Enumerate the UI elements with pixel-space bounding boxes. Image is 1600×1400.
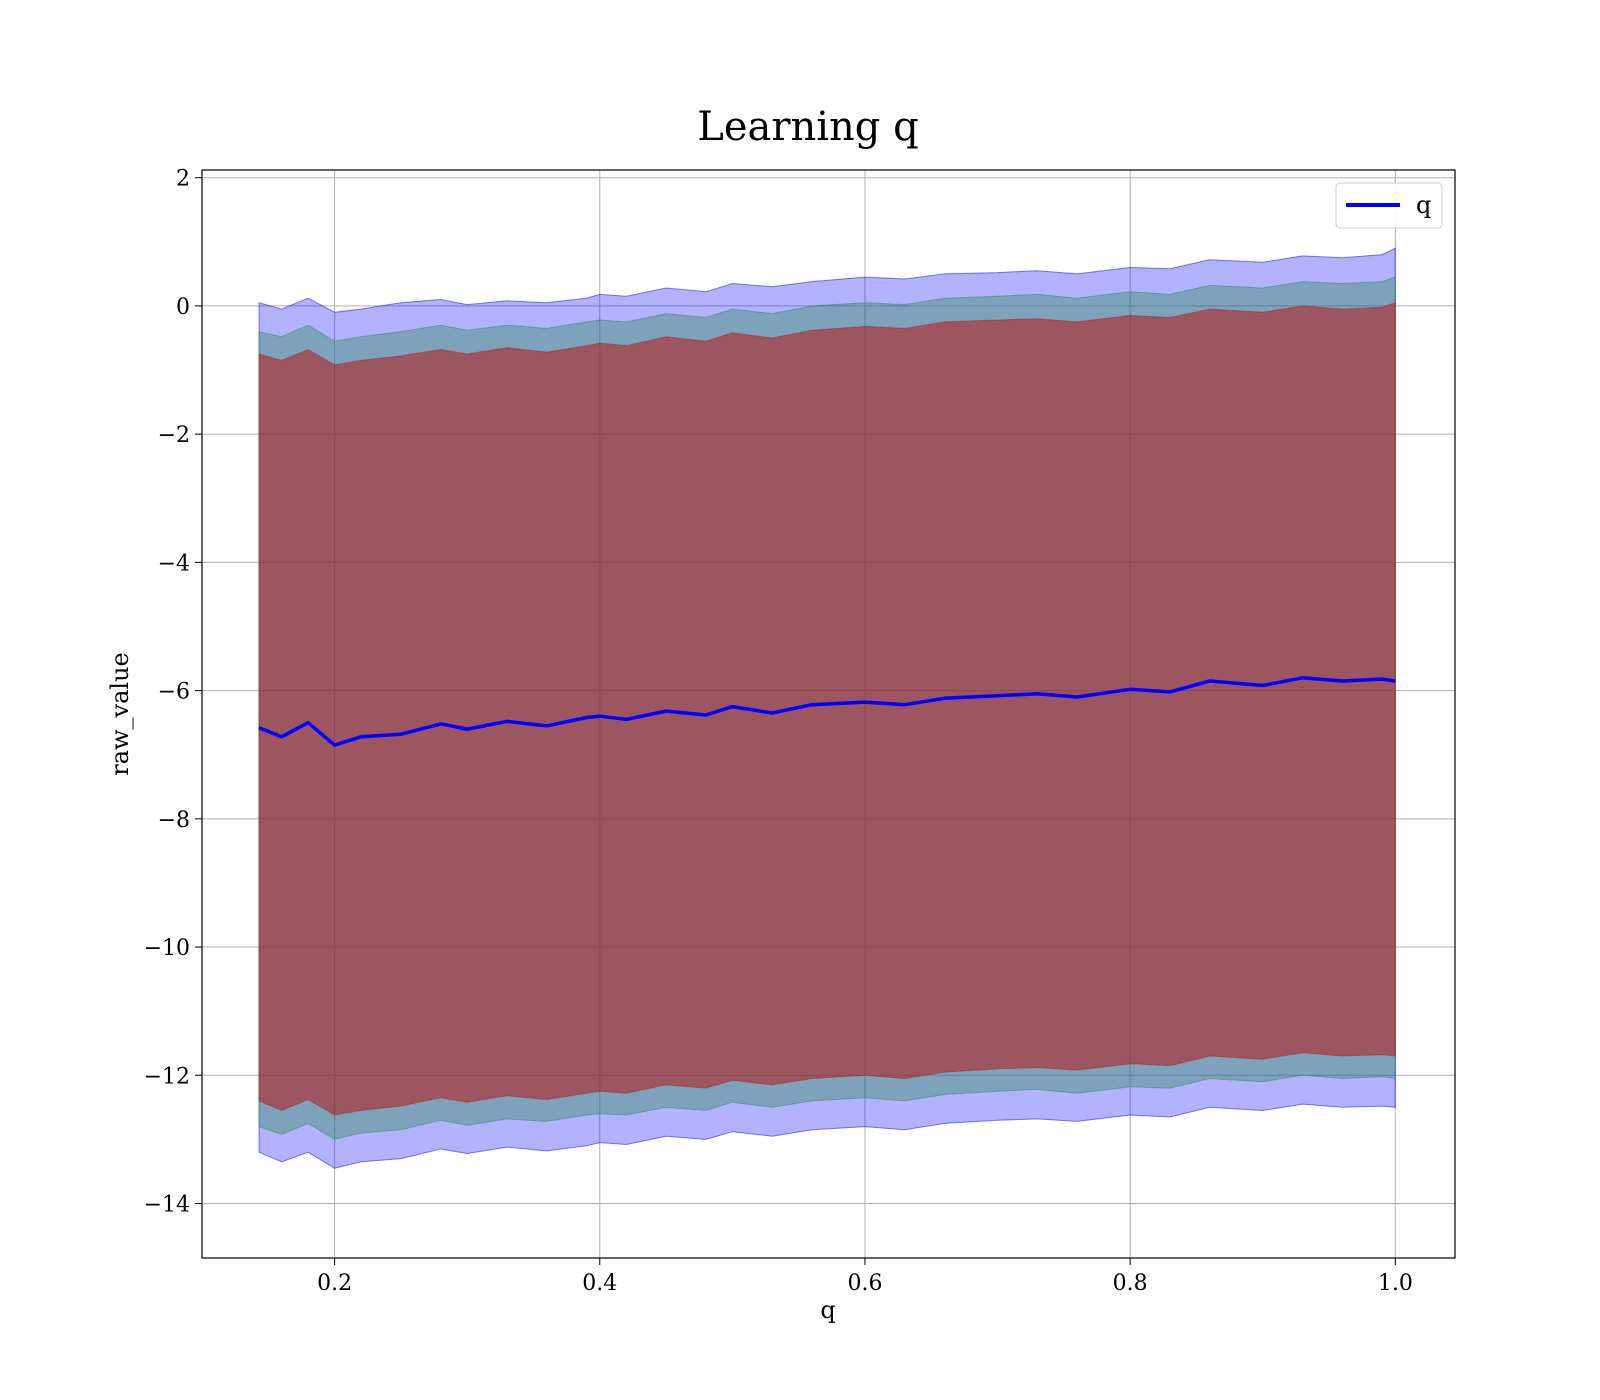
y-axis: 2 0 −2 −4 −6 −8 −10 −12 −14 xyxy=(144,167,202,1218)
legend-label: q xyxy=(1416,191,1431,219)
y-tick-label: 2 xyxy=(176,167,190,192)
y-tick-label: −2 xyxy=(158,423,190,448)
y-tick-label: −4 xyxy=(158,551,190,576)
x-tick-label: 0.2 xyxy=(317,1271,352,1296)
y-tick-label: −6 xyxy=(158,680,190,705)
band-3 xyxy=(258,302,1396,1116)
y-tick-label: −14 xyxy=(144,1193,190,1218)
chart-title: Learning q xyxy=(697,104,918,150)
x-tick-label: 0.4 xyxy=(582,1271,617,1296)
plot-frame xyxy=(201,169,1456,1259)
y-tick-label: −12 xyxy=(144,1064,190,1089)
y-tick-label: −8 xyxy=(158,808,190,833)
x-tick-label: 0.8 xyxy=(1113,1271,1148,1296)
series-line-q xyxy=(258,676,1396,747)
y-tick-label: −10 xyxy=(144,936,190,961)
x-axis: 0.2 0.4 0.6 0.8 1.0 xyxy=(317,1258,1413,1296)
series-lines xyxy=(258,676,1396,747)
x-axis-label: q xyxy=(820,1296,835,1324)
y-axis-label: raw_value xyxy=(106,652,134,776)
x-tick-label: 0.6 xyxy=(847,1271,882,1296)
x-tick-label: 1.0 xyxy=(1378,1271,1413,1296)
legend: q xyxy=(1335,182,1443,229)
y-tick-label: 0 xyxy=(176,295,190,320)
confidence-bands xyxy=(258,247,1396,1169)
